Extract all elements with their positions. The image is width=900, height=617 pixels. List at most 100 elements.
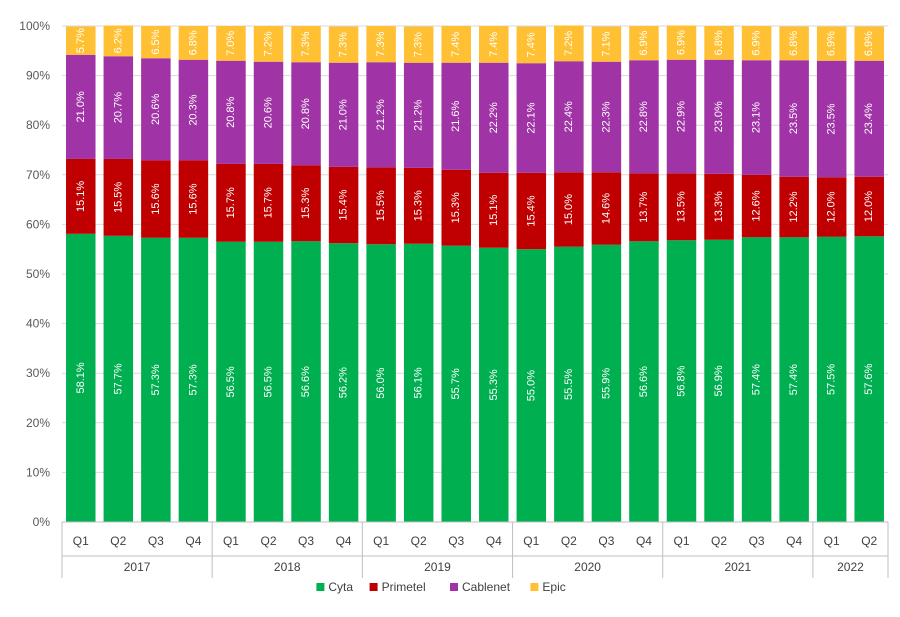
data-label-epic: 6.9% [638, 30, 650, 55]
data-label-epic: 7.4% [488, 32, 500, 57]
data-label-cyta: 56.8% [676, 365, 688, 396]
legend: Cyta Primetel Cablenet Epic [316, 580, 566, 594]
data-label-epic: 7.3% [375, 31, 387, 56]
bar-primetel-12 [516, 172, 547, 250]
x-tick-label: Q2 [861, 534, 877, 548]
x-tick-label: Q3 [148, 534, 164, 548]
legend-label-primetel: Primetel [382, 580, 426, 594]
x-tick-label: Q1 [223, 534, 239, 548]
data-label-primetel: 15.6% [187, 183, 199, 214]
data-label-cyta: 56.5% [225, 366, 237, 397]
data-label-epic: 7.2% [563, 31, 575, 56]
data-label-cyta: 55.9% [600, 368, 612, 399]
bar-cablenet-3 [178, 59, 209, 161]
data-label-cyta: 57.3% [187, 364, 199, 395]
bar-epic-13 [554, 25, 584, 62]
bar-primetel-11 [479, 172, 509, 248]
bar-epic-12 [516, 26, 547, 64]
data-label-cyta: 57.3% [150, 364, 162, 395]
data-label-epic: 6.2% [112, 28, 124, 53]
data-label-epic: 6.8% [788, 31, 800, 56]
x-tick-label: Q3 [298, 534, 314, 548]
data-label-cyta: 56.1% [413, 367, 425, 398]
y-tick-label: 70% [26, 168, 50, 182]
data-label-epic: 7.3% [413, 32, 425, 57]
data-label-cablenet: 20.6% [150, 94, 162, 125]
data-label-cablenet: 21.2% [413, 99, 425, 130]
bar-cyta-7 [328, 243, 359, 523]
bar-cablenet-1 [103, 56, 134, 159]
bar-primetel-0 [66, 158, 96, 234]
bar-cablenet-8 [366, 62, 396, 168]
legend-swatch-epic [530, 583, 539, 591]
bar-primetel-16 [666, 173, 697, 241]
x-tick-label: Q2 [561, 534, 577, 548]
data-label-epic: 5.7% [75, 28, 87, 53]
x-tick-label: Q3 [749, 534, 765, 548]
bar-epic-5 [253, 26, 284, 62]
data-label-primetel: 15.7% [225, 187, 237, 218]
bar-cyta-3 [178, 237, 209, 523]
data-label-cablenet: 20.6% [263, 97, 275, 128]
y-tick-label: 90% [26, 69, 50, 83]
bar-epic-6 [291, 26, 321, 63]
data-label-epic: 7.4% [450, 32, 462, 57]
bar-epic-16 [666, 25, 697, 60]
data-label-cablenet: 21.0% [338, 99, 350, 130]
data-label-cyta: 57.5% [826, 364, 838, 395]
x-tick-label: Q4 [636, 534, 652, 548]
bar-epic-9 [403, 26, 434, 63]
bar-cyta-20 [816, 236, 847, 523]
legend-label-cablenet: Cablenet [462, 580, 511, 594]
x-tick-label: Q1 [673, 534, 689, 548]
bar-primetel-19 [779, 176, 809, 238]
x-tick-label: Q2 [260, 534, 276, 548]
bar-cablenet-10 [441, 62, 471, 170]
bar-cyta-0 [66, 233, 96, 522]
bar-cyta-16 [666, 240, 697, 522]
bar-primetel-2 [141, 160, 171, 238]
data-label-cyta: 55.7% [450, 368, 462, 399]
legend-label-epic: Epic [542, 580, 565, 594]
bar-epic-19 [779, 26, 809, 61]
data-label-cablenet: 23.1% [751, 102, 763, 133]
bar-cyta-5 [253, 241, 284, 522]
data-label-epic: 6.9% [863, 31, 875, 56]
bar-epic-7 [328, 26, 359, 63]
legend-swatch-primetel [369, 583, 378, 591]
bar-epic-4 [216, 26, 246, 61]
y-tick-label: 40% [26, 317, 50, 331]
data-label-epic: 6.5% [150, 29, 162, 54]
data-label-cyta: 58.1% [75, 362, 87, 393]
bar-cablenet-13 [554, 61, 584, 173]
data-label-cyta: 56.6% [300, 366, 312, 397]
bar-epic-8 [366, 26, 396, 63]
data-label-cablenet: 21.0% [75, 91, 87, 122]
axes: 0% 10% 20% 30% 40% 50% 60% 70% 80% 90% 100% Q1 Q2 Q3 Q… [19, 19, 889, 578]
data-label-primetel: 12.0% [863, 191, 875, 222]
bar-epic-10 [441, 26, 471, 63]
legend-swatch-cyta [316, 583, 325, 591]
bar-epic-15 [629, 26, 659, 61]
year-label: 2017 [124, 560, 151, 574]
data-label-primetel: 15.7% [263, 187, 275, 218]
bar-cyta-15 [629, 241, 659, 523]
bar-cablenet-12 [516, 63, 547, 173]
bars [66, 25, 884, 523]
data-label-epic: 7.4% [525, 32, 537, 57]
data-label-primetel: 12.6% [751, 190, 763, 221]
x-tick-label: Q1 [73, 534, 89, 548]
year-label: 2022 [837, 560, 864, 574]
data-label-epic: 6.8% [187, 30, 199, 55]
bar-epic-20 [816, 26, 847, 61]
data-label-primetel: 13.7% [638, 191, 650, 222]
bar-cablenet-7 [328, 62, 359, 167]
bar-primetel-10 [441, 169, 471, 246]
data-label-cablenet: 20.8% [300, 98, 312, 129]
data-label-primetel: 15.6% [150, 183, 162, 214]
bar-epic-11 [479, 26, 509, 63]
data-label-cyta: 55.3% [488, 369, 500, 400]
data-label-cablenet: 21.6% [450, 100, 462, 131]
